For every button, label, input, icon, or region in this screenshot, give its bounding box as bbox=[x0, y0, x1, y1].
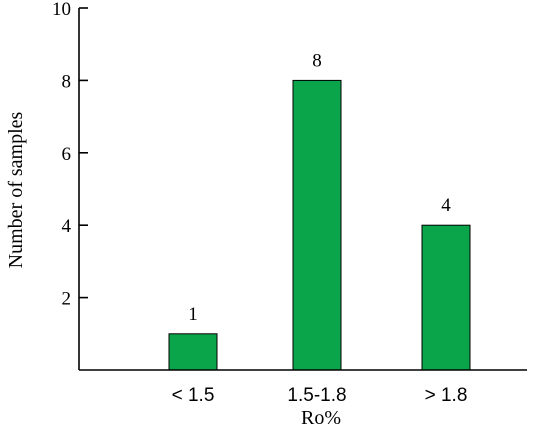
x-tick-label: < 1.5 bbox=[172, 385, 215, 406]
y-ticks: 2 4 6 8 10 bbox=[52, 0, 88, 310]
y-tick-label: 2 bbox=[62, 289, 72, 310]
data-labels: 1 8 4 bbox=[188, 50, 451, 324]
y-tick-label: 8 bbox=[62, 71, 72, 92]
y-tick-label: 6 bbox=[62, 144, 72, 165]
data-label: 4 bbox=[441, 195, 451, 216]
y-tick-label: 4 bbox=[62, 216, 72, 237]
bars bbox=[168, 79, 471, 371]
data-label: 8 bbox=[312, 50, 322, 71]
x-tick-label: 1.5-1.8 bbox=[287, 385, 346, 406]
bar bbox=[168, 333, 218, 371]
x-axis-label: Ro% bbox=[301, 407, 341, 429]
x-tick-label: > 1.8 bbox=[425, 385, 468, 406]
x-tick-labels: < 1.5 1.5-1.8 > 1.8 bbox=[172, 385, 468, 406]
bar bbox=[292, 79, 342, 371]
data-label: 1 bbox=[188, 304, 198, 325]
bar bbox=[421, 224, 471, 371]
y-axis-label: Number of samples bbox=[5, 111, 27, 268]
y-tick-label: 10 bbox=[52, 0, 71, 20]
